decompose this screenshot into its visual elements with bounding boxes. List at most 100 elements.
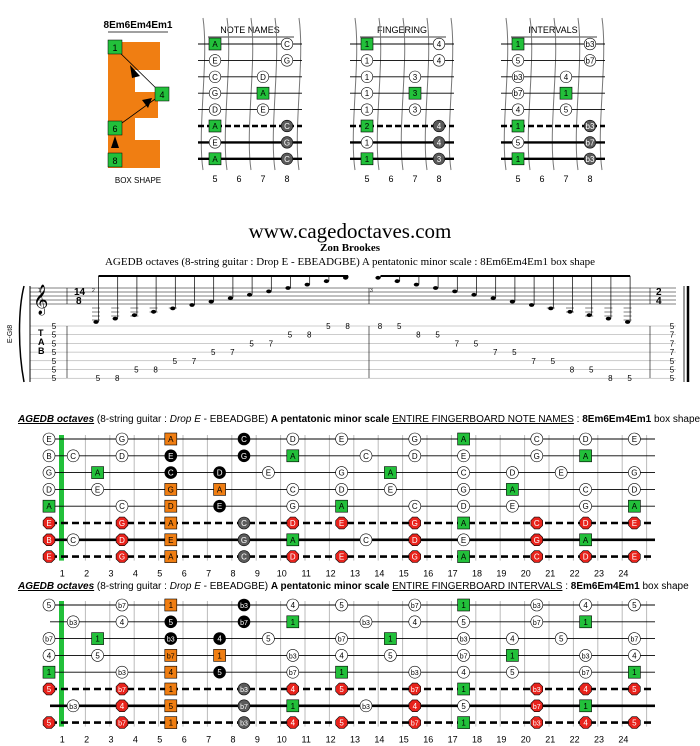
fret-note-label: A [583, 536, 589, 545]
marker-label: E [212, 56, 217, 65]
fret-note-marker [335, 598, 348, 612]
fret-note-marker [91, 632, 104, 645]
fret-note-label: b3 [533, 687, 541, 694]
fret-number: 6 [182, 735, 187, 745]
tab-fret: 5 [52, 357, 57, 366]
fret-note-marker [530, 533, 544, 546]
score-subtitle: AGEDB octaves (8-string guitar : Drop E … [104, 256, 595, 268]
fret-note-marker [286, 649, 300, 662]
fret-note-marker [286, 499, 300, 513]
fret-number: 10 [277, 569, 287, 578]
measure-number: 3 [370, 288, 373, 294]
fret-note-label: 5 [339, 601, 344, 610]
fret-number: 18 [472, 569, 482, 578]
fret-note-label: 1 [95, 635, 100, 644]
tab-fret: 8 [345, 322, 350, 331]
fret-note-marker [335, 499, 348, 513]
note-head [93, 320, 99, 324]
fret-note-label: D [583, 553, 589, 562]
fret-note-label: E [46, 435, 51, 444]
fret-note-label: 5 [632, 601, 637, 610]
fret-number: 6 [236, 174, 241, 184]
fret-note-marker [408, 682, 422, 696]
marker-label: 4 [437, 56, 442, 65]
note-marker [280, 119, 294, 133]
fret-note-marker [579, 516, 592, 530]
marker-label: 1 [365, 155, 370, 164]
fret-note-label: E [168, 452, 173, 461]
marker-label: G [284, 138, 290, 147]
fret-note-label: D [119, 452, 125, 461]
marker-label: 1 [516, 122, 521, 131]
fret-number: 21 [545, 735, 555, 745]
fret-note-marker [506, 665, 519, 679]
fret-note-marker [457, 499, 470, 513]
instrument-label: E-Gt8 [7, 325, 14, 343]
tab-fret: 5 [474, 339, 479, 348]
tab-fret: 5 [435, 331, 440, 340]
fret-note-marker [579, 649, 592, 662]
fret-number: 22 [570, 735, 580, 745]
top-diagrams: 8Em6Em4Em1 1 4 6 8 BOX SHAPE NOTE NAMESA… [104, 17, 605, 185]
fret-note-marker [262, 632, 275, 645]
fret-note-label: A [510, 485, 516, 494]
tab-fret: 7 [192, 357, 197, 366]
fret-number: 5 [157, 735, 162, 745]
fret-number: 17 [448, 735, 458, 745]
box-finger-8 [107, 152, 123, 168]
finger-marker [360, 70, 374, 83]
fret-note-marker [164, 483, 178, 496]
fret-note-label: b3 [240, 721, 248, 728]
box-finger-6 [107, 120, 123, 136]
box-finger-4 [154, 86, 170, 102]
fret-note-label: 4 [413, 702, 418, 711]
fret-note-marker [628, 598, 641, 612]
fret-note-label: E [510, 502, 515, 511]
fret-note-marker [628, 432, 641, 446]
fret-note-marker [579, 432, 592, 446]
fret-note-label: 5 [169, 618, 174, 627]
fret-note-marker [359, 699, 373, 713]
note-head [509, 299, 515, 304]
marker-label: D [260, 73, 266, 82]
fret-note-marker [115, 533, 129, 546]
fret-note-label: A [290, 536, 296, 545]
fret-number: 6 [539, 174, 544, 184]
fret-note-label: G [582, 502, 588, 511]
marker-label: C [284, 40, 290, 49]
tab-fret: 8 [570, 366, 575, 375]
fret-note-marker [91, 649, 104, 662]
fret-number: 5 [515, 174, 520, 184]
marker-label: 3 [413, 73, 418, 82]
fret-number: 8 [230, 569, 235, 578]
marker-label: 3 [413, 106, 418, 115]
fret-note-label: D [412, 452, 418, 461]
system-bracket [18, 285, 25, 383]
tab-fret: 8 [153, 366, 158, 375]
fret-note-label: D [46, 485, 52, 494]
box-finger-label: 6 [112, 124, 117, 134]
fret-number: 5 [364, 174, 369, 184]
box-finger-label: 1 [112, 43, 117, 53]
fret-note-label: G [534, 536, 540, 545]
note-head [131, 313, 137, 318]
fret-wire [551, 17, 557, 171]
fret-note-label: G [534, 452, 540, 461]
fret-note-marker [457, 466, 470, 479]
marker-label: C [284, 122, 290, 131]
fret-note-marker [164, 516, 178, 530]
marker-label: E [260, 106, 265, 115]
fret-note-label: 5 [510, 668, 515, 677]
fret-note-marker [286, 598, 300, 612]
fret-number: 5 [157, 569, 162, 578]
fret-note-label: E [632, 553, 637, 562]
fret-note-label: C [241, 519, 247, 528]
tab-fret: 5 [670, 374, 675, 383]
fret-note-label: 4 [120, 702, 125, 711]
interval-marker [511, 54, 525, 67]
note-head [452, 289, 458, 294]
fret-note-marker [457, 649, 470, 662]
note-head [413, 282, 419, 287]
fret-note-label: A [290, 452, 296, 461]
